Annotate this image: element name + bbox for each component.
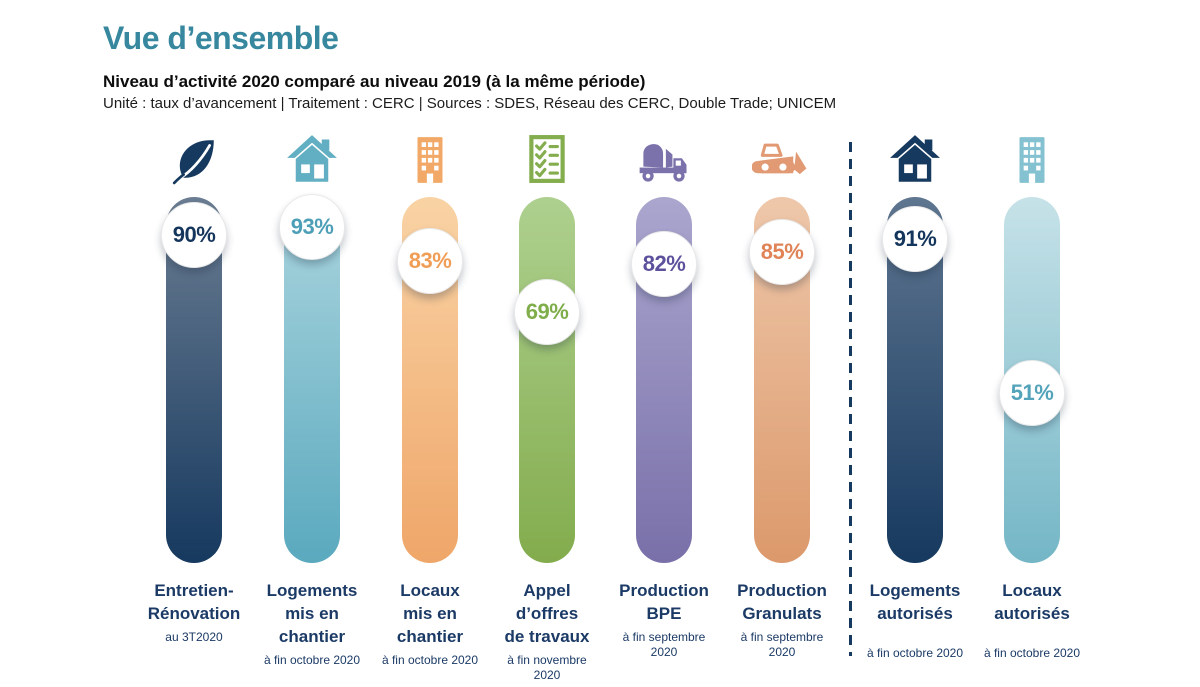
page-title: Vue d’ensemble [103, 20, 339, 56]
house-icon [280, 131, 344, 185]
column-period: à fin octobre 2020 [263, 652, 361, 667]
group-separator-dashed-line [849, 142, 852, 656]
column-caption: Logements autorisés à fin octobre 2020 [850, 580, 980, 661]
column-locaux-autorises: 51% Locaux autorisés à fin octobre 2020 [967, 0, 1097, 687]
value-bubble: 82% [631, 231, 697, 297]
column-caption: Locaux autorisés à fin octobre 2020 [967, 580, 1097, 661]
source-line: Unité : taux d’avancement | Traitement :… [103, 95, 837, 112]
value-label: 90% [172, 222, 216, 247]
column-period: à fin octobre 2020 [381, 652, 479, 667]
column-label: Logements autorisés [869, 581, 961, 623]
mixer-truck-icon [632, 131, 696, 185]
value-label: 69% [525, 299, 569, 324]
building-icon [398, 131, 462, 185]
value-bubble: 85% [749, 219, 815, 285]
value-label: 93% [290, 214, 334, 239]
column-caption: Production BPE à fin septembre 2020 [599, 580, 729, 660]
value-bubble: 93% [279, 194, 345, 260]
column-label: Production Granulats [737, 581, 827, 623]
column-locaux-chantier: 83% Locaux mis en chantier à fin octobre… [365, 0, 495, 687]
checklist-icon [515, 131, 579, 185]
column-label: Appel d’offres de travaux [504, 581, 590, 646]
value-bubble: 83% [397, 228, 463, 294]
value-label: 83% [408, 248, 452, 273]
value-label: 51% [1010, 380, 1054, 405]
column-entretien-renovation: 90% Entretien- Rénovation au 3T2020 [129, 0, 259, 687]
column-production-granulats: 85% Production Granulats à fin septembre… [717, 0, 847, 687]
column-period: au 3T2020 [165, 629, 223, 644]
column-label: Locaux autorisés [994, 581, 1070, 623]
column-logements-autorises: 91% Logements autorisés à fin octobre 20… [850, 0, 980, 687]
column-caption: Production Granulats à fin septembre 202… [717, 580, 847, 660]
column-caption: Appel d’offres de travaux à fin novembre… [482, 580, 612, 683]
value-bubble: 51% [999, 360, 1065, 426]
column-caption: Logements mis en chantier à fin octobre … [247, 580, 377, 668]
column-caption: Locaux mis en chantier à fin octobre 202… [365, 580, 495, 668]
column-period: à fin septembre 2020 [622, 629, 706, 659]
column-period: à fin octobre 2020 [866, 645, 964, 660]
house-icon [883, 131, 947, 185]
column-label: Production BPE [619, 581, 709, 623]
value-bubble: 91% [882, 206, 948, 272]
value-bubble: 69% [514, 279, 580, 345]
column-period: à fin novembre 2020 [507, 652, 587, 682]
column-period: à fin octobre 2020 [983, 645, 1081, 660]
column-logements-chantier: 93% Logements mis en chantier à fin octo… [247, 0, 377, 687]
chart-subtitle: Niveau d’activité 2020 comparé au niveau… [103, 72, 646, 91]
value-label: 91% [893, 226, 937, 251]
value-bubble: 90% [161, 202, 227, 268]
column-caption: Entretien- Rénovation au 3T2020 [129, 580, 259, 645]
column-label: Entretien- Rénovation [147, 581, 241, 623]
value-label: 85% [760, 239, 804, 264]
activity-bar [519, 197, 575, 563]
leaf-icon [162, 131, 226, 185]
column-label: Logements mis en chantier [266, 581, 358, 646]
value-label: 82% [642, 251, 686, 276]
column-appels-offres: 69% Appel d’offres de travaux à fin nove… [482, 0, 612, 687]
building-icon [1000, 131, 1064, 185]
column-period: à fin septembre 2020 [740, 629, 824, 659]
column-production-bpe: 82% Production BPE à fin septembre 2020 [599, 0, 729, 687]
bulldozer-icon [750, 131, 814, 185]
column-label: Locaux mis en chantier [396, 581, 464, 646]
